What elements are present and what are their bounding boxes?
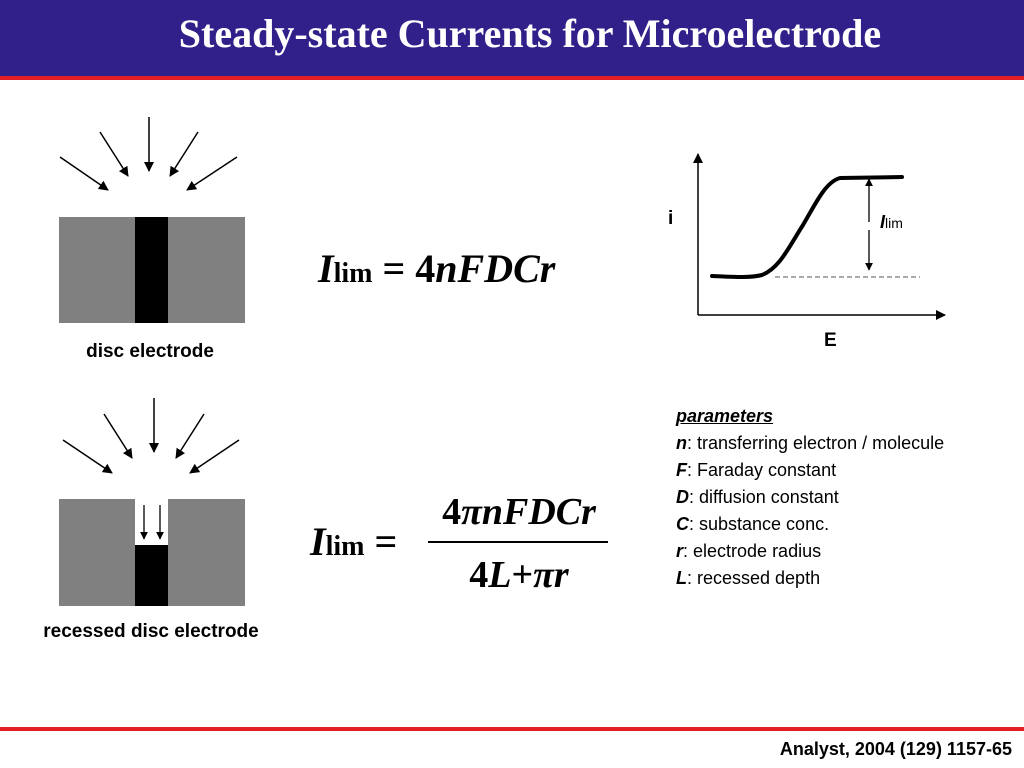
- limit-subscript: lim: [885, 215, 903, 231]
- citation: Analyst, 2004 (129) 1157-65: [779, 739, 1012, 759]
- disc-electrode-diagram: [59, 117, 245, 323]
- diffusion-arrow: [99, 131, 129, 177]
- parameter-description: : Faraday constant: [687, 460, 837, 480]
- title-bar: [0, 0, 1024, 76]
- parameters-list: parameters n: transferring electron / mo…: [676, 403, 944, 592]
- parameter-item: L: recessed depth: [676, 565, 944, 592]
- y-axis-label: i: [668, 208, 674, 229]
- recessed-equation-denominator: 4L+πr: [430, 553, 608, 597]
- parameter-item: n: transferring electron / molecule: [676, 430, 944, 457]
- parameter-item: r: electrode radius: [676, 538, 944, 565]
- parameter-description: : recessed depth: [687, 568, 821, 588]
- limiting-current-label: Ilim: [880, 212, 903, 233]
- eq-subscript: lim: [333, 258, 373, 289]
- disc-current-equation: Ilim = 4nFDCr: [318, 245, 555, 292]
- parameter-item: F: Faraday constant: [676, 457, 944, 484]
- parameter-item: D: diffusion constant: [676, 484, 944, 511]
- diffusion-arrow: [189, 439, 240, 474]
- diffusion-arrow: [186, 156, 238, 191]
- parameter-description: : substance conc.: [689, 514, 830, 534]
- page-title: Steady-state Currents for Microelectrode: [178, 11, 882, 56]
- diffusion-arrow: [59, 156, 109, 191]
- eq-subscript: lim: [325, 531, 365, 562]
- parameter-symbol: n: [676, 433, 687, 453]
- title-accent-line: [0, 76, 1024, 80]
- eq-coefficient: 4: [442, 491, 462, 533]
- parameter-symbol: L: [676, 568, 687, 588]
- recessed-current-equation-lhs: Ilim =: [310, 518, 397, 565]
- voltammogram-graph: [693, 153, 946, 320]
- eq-symbol: I: [318, 246, 334, 291]
- parameters-heading: parameters: [676, 406, 774, 426]
- diffusion-arrow: [62, 439, 113, 474]
- recess-cavity: [135, 499, 168, 545]
- footer-accent-line: [0, 727, 1024, 731]
- eq-variable: L: [488, 554, 512, 596]
- recessed-equation-numerator: 4πnFDCr: [430, 490, 608, 534]
- recessed-electrode-diagram: [59, 398, 245, 606]
- eq-coefficient: 4: [415, 246, 436, 291]
- parameter-item: C: substance conc.: [676, 511, 944, 538]
- parameter-description: : transferring electron / molecule: [687, 433, 945, 453]
- parameter-symbol: F: [676, 460, 687, 480]
- recessed-electrode-caption: recessed disc electrode: [43, 621, 259, 642]
- eq-variables: πr: [533, 554, 569, 596]
- eq-symbol: I: [310, 519, 326, 564]
- limit-symbol: I: [880, 212, 886, 232]
- eq-coefficient: 4: [469, 554, 489, 596]
- fraction-bar: [428, 541, 608, 543]
- eq-equals: =: [382, 246, 406, 291]
- electrode-wire: [135, 217, 168, 323]
- parameter-symbol: r: [676, 541, 684, 561]
- disc-electrode-caption: disc electrode: [86, 341, 214, 362]
- diffusion-arrow: [175, 413, 205, 459]
- parameter-symbol: C: [676, 514, 689, 534]
- parameter-description: : electrode radius: [683, 541, 822, 561]
- eq-equals: =: [374, 519, 398, 564]
- parameter-description: : diffusion constant: [689, 487, 839, 507]
- eq-plus: +: [511, 554, 534, 596]
- x-axis-label: E: [824, 330, 837, 351]
- diffusion-arrow: [169, 131, 199, 177]
- current-curve: [710, 175, 904, 279]
- parameter-symbol: D: [676, 487, 689, 507]
- eq-variables: nFDCr: [435, 246, 556, 291]
- diffusion-arrow: [103, 413, 133, 459]
- eq-variables: πnFDCr: [461, 491, 596, 533]
- electrode-wire: [135, 545, 168, 606]
